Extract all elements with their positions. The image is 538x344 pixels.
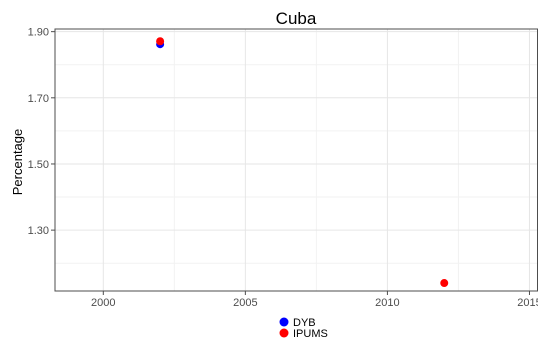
y-axis-title: Percentage xyxy=(10,129,25,196)
plot-area: 2000 2005 2010 2015 1.30 1.50 1.70 1.90 xyxy=(28,27,538,309)
data-point-ipums xyxy=(440,279,449,288)
legend-label-dyb: DYB xyxy=(293,317,316,329)
x-tick-label: 2005 xyxy=(233,297,257,309)
plot-border xyxy=(54,28,538,292)
x-tick-label: 2000 xyxy=(91,297,115,309)
x-tick-label: 2010 xyxy=(375,297,399,309)
y-tick-label: 1.70 xyxy=(28,93,49,105)
y-tick-label: 1.50 xyxy=(28,159,49,171)
data-point-ipums xyxy=(156,37,165,46)
x-tick-label: 2015 xyxy=(517,297,538,309)
y-tick-label: 1.30 xyxy=(28,225,49,237)
legend-label-ipums: IPUMS xyxy=(293,328,328,340)
legend-swatch-ipums xyxy=(279,328,289,338)
legend-swatch-dyb xyxy=(279,317,289,327)
chart-title: Cuba xyxy=(276,9,317,28)
y-tick-label: 1.90 xyxy=(28,27,49,39)
